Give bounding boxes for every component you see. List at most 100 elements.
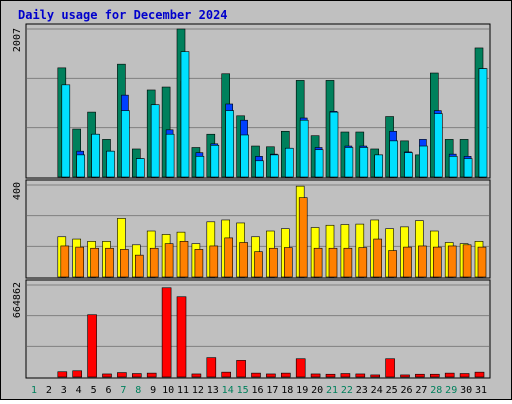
day-label: 14	[222, 385, 234, 396]
pages-bar	[270, 154, 279, 178]
kbytes-bar	[280, 372, 291, 378]
day-label: 26	[400, 385, 412, 396]
sites-bar	[462, 244, 472, 278]
sites-bar	[283, 247, 293, 278]
day-label: 7	[120, 385, 126, 396]
sites-bar	[254, 251, 263, 278]
day-label: 10	[162, 385, 174, 396]
pages-bar	[180, 51, 190, 178]
kbytes-bar	[370, 374, 381, 378]
pages-bar	[210, 144, 220, 178]
kbytes-bar	[176, 296, 187, 378]
sites-bar	[328, 247, 338, 278]
day-label: 3	[61, 385, 67, 396]
pages-bar	[463, 158, 473, 178]
sites-bar	[269, 247, 278, 278]
day-label: 13	[207, 385, 219, 396]
kbytes-bar	[355, 373, 366, 378]
day-labels: 1 2 3 4 5 6 7 8 9 10 11 12 13 14 15 16 17 18 19 20 21 22 23 24 2…	[31, 385, 487, 396]
sites-bar	[164, 243, 174, 278]
day-label: 18	[281, 385, 293, 396]
kbytes-bar	[132, 373, 142, 378]
day-label: 2	[46, 385, 52, 396]
kbytes-bar	[415, 373, 425, 378]
kbytes-bar	[474, 371, 485, 378]
day-label: 31	[475, 385, 487, 396]
day-label: 12	[192, 385, 204, 396]
kbytes-bar	[444, 372, 455, 378]
kbytes-bar	[236, 360, 246, 378]
pages-bar	[344, 147, 354, 178]
pages-bar	[374, 154, 384, 178]
pages-bar	[150, 104, 160, 178]
day-label: 11	[177, 385, 189, 396]
kbytes-bar	[87, 314, 97, 378]
day-label: 1	[31, 385, 37, 396]
visits-bars	[27, 184, 489, 278]
sites-bar	[418, 245, 427, 278]
day-label: 20	[311, 385, 323, 396]
day-label: 16	[251, 385, 263, 396]
day-label: 15	[237, 385, 249, 396]
day-label: 6	[105, 385, 111, 396]
day-label: 23	[356, 385, 368, 396]
sites-bar	[194, 249, 204, 278]
pages-bar	[106, 150, 115, 178]
sites-bar	[477, 246, 487, 278]
day-label: 30	[460, 385, 472, 396]
kbytes-bar	[340, 373, 351, 378]
kbytes-bar	[102, 373, 112, 378]
sites-bar	[60, 245, 70, 278]
kbytes-bars	[27, 284, 489, 378]
pages-bar	[448, 156, 458, 178]
kbytes-bar	[191, 373, 202, 378]
pages-bar	[121, 110, 130, 178]
pages-bar	[359, 147, 369, 178]
day-label: 9	[150, 385, 156, 396]
kbytes-bar	[310, 373, 321, 378]
kbytes-bar	[221, 371, 231, 378]
pages-bar	[61, 84, 71, 178]
pages-bar	[284, 147, 294, 178]
day-label: 28	[430, 385, 442, 396]
kbytes-bar	[57, 371, 68, 378]
pages-bar	[404, 152, 413, 178]
kbytes-bar	[266, 373, 276, 378]
kbytes-bar	[459, 373, 470, 378]
hits-bars	[27, 28, 489, 178]
day-label: 29	[445, 385, 457, 396]
sites-bar	[358, 247, 368, 278]
sites-bar	[179, 241, 189, 278]
pages-bar	[419, 145, 428, 178]
kbytes-axis-max-label: 664862	[12, 282, 23, 318]
pages-bar	[240, 134, 249, 178]
day-label: 22	[341, 385, 353, 396]
day-label: 4	[76, 385, 82, 396]
day-label: 8	[135, 385, 141, 396]
day-label: 17	[266, 385, 278, 396]
kbytes-bar	[385, 358, 395, 378]
day-label: 5	[91, 385, 97, 396]
kbytes-bar	[400, 374, 410, 378]
sites-bar	[105, 247, 114, 278]
pages-bar	[478, 68, 488, 178]
sites-bar	[447, 245, 457, 278]
sites-bar	[403, 246, 412, 278]
sites-bar	[432, 246, 442, 278]
sites-bar	[343, 247, 353, 278]
kbytes-bar	[146, 372, 157, 378]
sites-bar	[313, 247, 323, 278]
sites-bar	[373, 238, 383, 278]
pages-bar	[195, 156, 205, 178]
sites-bar	[298, 197, 308, 278]
day-label: 24	[371, 385, 383, 396]
kbytes-bar	[429, 373, 440, 378]
day-label: 19	[296, 385, 308, 396]
kbytes-panel	[25, 279, 491, 379]
pages-bar	[329, 111, 339, 178]
pages-bar	[136, 158, 145, 178]
kbytes-bar	[206, 357, 217, 378]
pages-bar	[314, 149, 324, 178]
